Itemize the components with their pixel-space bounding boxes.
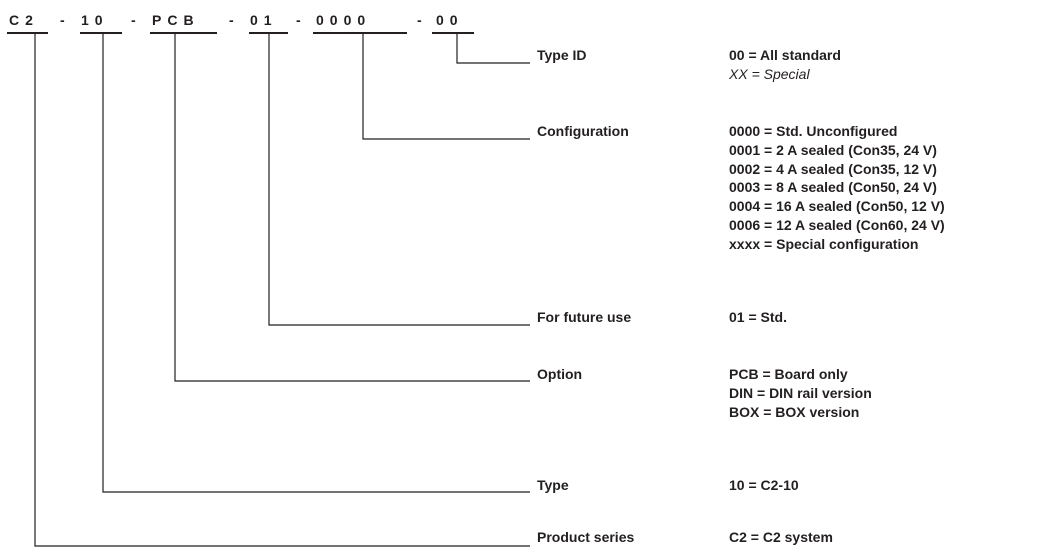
value-item: 0004 = 16 A sealed (Con50, 12 V) bbox=[729, 198, 945, 215]
values-product-series: C2 = C2 system bbox=[729, 528, 833, 547]
code-segment-type-id: 00 bbox=[436, 12, 464, 28]
value-item: DIN = DIN rail version bbox=[729, 384, 872, 401]
code-separator: - bbox=[229, 12, 234, 28]
values-type: 10 = C2-10 bbox=[729, 476, 799, 495]
leader-product-series bbox=[34, 33, 530, 547]
values-for-future-use: 01 = Std. bbox=[729, 308, 787, 327]
code-separator: - bbox=[417, 12, 422, 28]
value-item: 0006 = 12 A sealed (Con60, 24 V) bbox=[729, 216, 945, 233]
code-segment-configuration: 0000 bbox=[316, 12, 371, 28]
leader-configuration bbox=[362, 33, 530, 140]
value-item: 01 = Std. bbox=[729, 309, 787, 325]
value-item: 0000 = Std. Unconfigured bbox=[729, 123, 898, 139]
value-item: BOX = BOX version bbox=[729, 403, 860, 420]
value-item: C2 = C2 system bbox=[729, 529, 833, 545]
code-separator: - bbox=[296, 12, 301, 28]
leader-future-use bbox=[268, 33, 530, 326]
label-product-series: Product series bbox=[537, 529, 635, 545]
code-separator: - bbox=[131, 12, 136, 28]
label-for-future-use: For future use bbox=[537, 309, 632, 325]
label-configuration: Configuration bbox=[537, 123, 629, 139]
value-item: 0002 = 4 A sealed (Con35, 12 V) bbox=[729, 160, 937, 177]
leader-type-id bbox=[456, 33, 530, 64]
value-item: 0003 = 8 A sealed (Con50, 24 V) bbox=[729, 179, 937, 196]
value-item: xxxx = Special configuration bbox=[729, 235, 919, 252]
code-segment-option: PCB bbox=[152, 12, 200, 28]
leader-type bbox=[102, 33, 530, 493]
value-item: 00 = All standard bbox=[729, 47, 841, 63]
label-type-id: Type ID bbox=[537, 47, 587, 63]
value-item: XX = Special bbox=[729, 65, 810, 82]
code-segment-future: 01 bbox=[250, 12, 278, 28]
label-type: Type bbox=[537, 477, 569, 493]
value-item: 10 = C2-10 bbox=[729, 477, 799, 493]
value-item: PCB = Board only bbox=[729, 366, 848, 382]
values-type-id: 00 = All standard XX = Special bbox=[729, 46, 841, 84]
leader-option bbox=[174, 33, 530, 382]
code-segment-type: 10 bbox=[81, 12, 109, 28]
value-item: 0001 = 2 A sealed (Con35, 24 V) bbox=[729, 141, 937, 158]
label-option: Option bbox=[537, 366, 583, 382]
code-separator: - bbox=[60, 12, 65, 28]
values-configuration: 0000 = Std. Unconfigured 0001 = 2 A seal… bbox=[729, 122, 945, 254]
values-option: PCB = Board only DIN = DIN rail version … bbox=[729, 365, 872, 421]
code-segment-series: C2 bbox=[9, 12, 39, 28]
